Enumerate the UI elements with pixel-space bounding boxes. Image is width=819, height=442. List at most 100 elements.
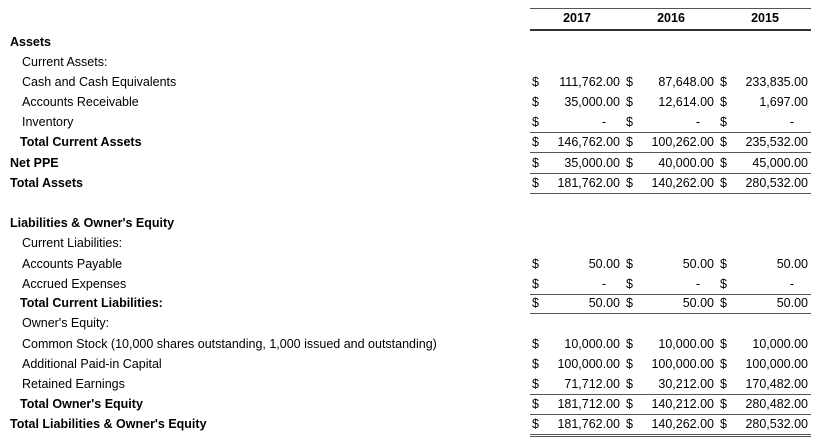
- value-cell-2017[interactable]: $71,712.00: [532, 374, 622, 394]
- currency-symbol: $: [626, 257, 633, 271]
- amount: 40,000.00: [658, 156, 714, 170]
- value-cell-2015[interactable]: $10,000.00: [720, 334, 810, 354]
- row-label: Common Stock (10,000 shares outstanding,…: [22, 337, 437, 351]
- amount: 1,697.00: [759, 95, 808, 109]
- row-label: Retained Earnings: [22, 377, 125, 391]
- row-label: Total Liabilities & Owner's Equity: [10, 417, 207, 431]
- value-cell-2016[interactable]: $100,000.00: [626, 354, 716, 374]
- table-row: Inventory $ - $ - $ -: [0, 112, 819, 132]
- value-cell-2016[interactable]: $12,614.00: [626, 92, 716, 112]
- currency-symbol: $: [720, 75, 727, 89]
- value-cell-2015[interactable]: $280,532.00: [720, 414, 810, 434]
- amount: 50.00: [588, 296, 620, 310]
- currency-symbol: $: [720, 417, 727, 431]
- value-cell-2016[interactable]: $50.00: [626, 254, 716, 274]
- value-cell-2016[interactable]: $ -: [626, 274, 716, 294]
- value-cell-2015[interactable]: $1,697.00: [720, 92, 810, 112]
- currency-symbol: $: [720, 377, 727, 391]
- table-row: Accrued Expenses $ - $ - $ -: [0, 274, 819, 294]
- row-label: Net PPE: [10, 156, 59, 170]
- value-cell-2017[interactable]: $50.00: [532, 254, 622, 274]
- value-cell-2015[interactable]: $170,482.00: [720, 374, 810, 394]
- value-cell-2017[interactable]: $181,762.00: [532, 414, 622, 434]
- currency-symbol: $: [626, 377, 633, 391]
- value-cell-2016[interactable]: $50.00: [626, 293, 716, 313]
- currency-symbol: $: [720, 296, 727, 310]
- row-bottom-border: [530, 313, 811, 314]
- value-cell-2015[interactable]: $45,000.00: [720, 153, 810, 173]
- amount: 170,482.00: [745, 377, 808, 391]
- value-cell-2016[interactable]: $100,262.00: [626, 132, 716, 152]
- value-cell-2017[interactable]: $35,000.00: [532, 153, 622, 173]
- value-cell-2016[interactable]: $40,000.00: [626, 153, 716, 173]
- table-row: Accounts Receivable $35,000.00 $12,614.00 $…: [0, 92, 819, 112]
- amount: 140,212.00: [651, 397, 714, 411]
- value-cell-2017[interactable]: $146,762.00: [532, 132, 622, 152]
- value-cell-2017[interactable]: $ -: [532, 112, 622, 132]
- table-row: Liabilities & Owner's Equity: [0, 213, 819, 233]
- value-cell-2016[interactable]: $30,212.00: [626, 374, 716, 394]
- column-header-2016: 2016: [657, 11, 685, 25]
- value-cell-2017[interactable]: $181,712.00: [532, 394, 622, 414]
- value-cell-2015[interactable]: $233,835.00: [720, 72, 810, 92]
- row-label: Owner's Equity:: [22, 316, 110, 330]
- column-header-2017: 2017: [563, 11, 591, 25]
- value-cell-2015[interactable]: $280,532.00: [720, 173, 810, 193]
- value-cell-2016[interactable]: $140,262.00: [626, 414, 716, 434]
- value-cell-2015[interactable]: $ -: [720, 274, 810, 294]
- currency-symbol: $: [532, 95, 539, 109]
- amount: -: [601, 115, 606, 129]
- value-cell-2017[interactable]: $10,000.00: [532, 334, 622, 354]
- row-bottom-border: [530, 193, 811, 194]
- amount: 10,000.00: [658, 337, 714, 351]
- currency-symbol: $: [532, 156, 539, 170]
- table-row: Accounts Payable $50.00 $50.00 $50.00: [0, 254, 819, 274]
- value-cell-2017[interactable]: $111,762.00: [532, 72, 622, 92]
- currency-symbol: $: [720, 257, 727, 271]
- value-cell-2017[interactable]: $50.00: [532, 293, 622, 313]
- currency-symbol: $: [532, 296, 539, 310]
- table-row: Total Current Liabilities: $50.00 $50.00 $5…: [0, 293, 819, 313]
- currency-symbol: $: [532, 176, 539, 190]
- value-cell-2016[interactable]: $ -: [626, 112, 716, 132]
- amount: 181,762.00: [557, 176, 620, 190]
- amount: 140,262.00: [651, 176, 714, 190]
- value-cell-2016[interactable]: $87,648.00: [626, 72, 716, 92]
- amount: -: [789, 277, 794, 291]
- value-cell-2015[interactable]: $100,000.00: [720, 354, 810, 374]
- amount: 45,000.00: [752, 156, 808, 170]
- table-row: Owner's Equity:: [0, 313, 819, 333]
- value-cell-2017[interactable]: $35,000.00: [532, 92, 622, 112]
- value-cell-2017[interactable]: $ -: [532, 274, 622, 294]
- amount: 71,712.00: [564, 377, 620, 391]
- value-cell-2016[interactable]: $10,000.00: [626, 334, 716, 354]
- amount: 50.00: [682, 296, 714, 310]
- value-cell-2016[interactable]: $140,212.00: [626, 394, 716, 414]
- table-row: Net PPE $35,000.00 $40,000.00 $45,000.00: [0, 153, 819, 173]
- table-row: Current Assets:: [0, 52, 819, 72]
- currency-symbol: $: [626, 357, 633, 371]
- table-row: Additional Paid-in Capital $100,000.00 $10…: [0, 354, 819, 374]
- row-label: Total Current Assets: [20, 135, 142, 149]
- value-cell-2015[interactable]: $235,532.00: [720, 132, 810, 152]
- amount: 35,000.00: [564, 95, 620, 109]
- row-bottom-border: [530, 152, 811, 153]
- currency-symbol: $: [720, 357, 727, 371]
- value-cell-2015[interactable]: $50.00: [720, 254, 810, 274]
- amount: 280,532.00: [745, 417, 808, 431]
- value-cell-2016[interactable]: $140,262.00: [626, 173, 716, 193]
- currency-symbol: $: [626, 417, 633, 431]
- value-cell-2017[interactable]: $181,762.00: [532, 173, 622, 193]
- currency-symbol: $: [626, 156, 633, 170]
- value-cell-2015[interactable]: $280,482.00: [720, 394, 810, 414]
- value-cell-2015[interactable]: $ -: [720, 112, 810, 132]
- value-cell-2015[interactable]: $50.00: [720, 293, 810, 313]
- amount: 181,762.00: [557, 417, 620, 431]
- currency-symbol: $: [532, 115, 539, 129]
- amount: 10,000.00: [752, 337, 808, 351]
- row-double-bottom-border: [530, 436, 811, 437]
- row-label: Assets: [10, 35, 51, 49]
- table-row: Total Owner's Equity $181,712.00 $140,212.…: [0, 394, 819, 414]
- amount: -: [789, 115, 794, 129]
- value-cell-2017[interactable]: $100,000.00: [532, 354, 622, 374]
